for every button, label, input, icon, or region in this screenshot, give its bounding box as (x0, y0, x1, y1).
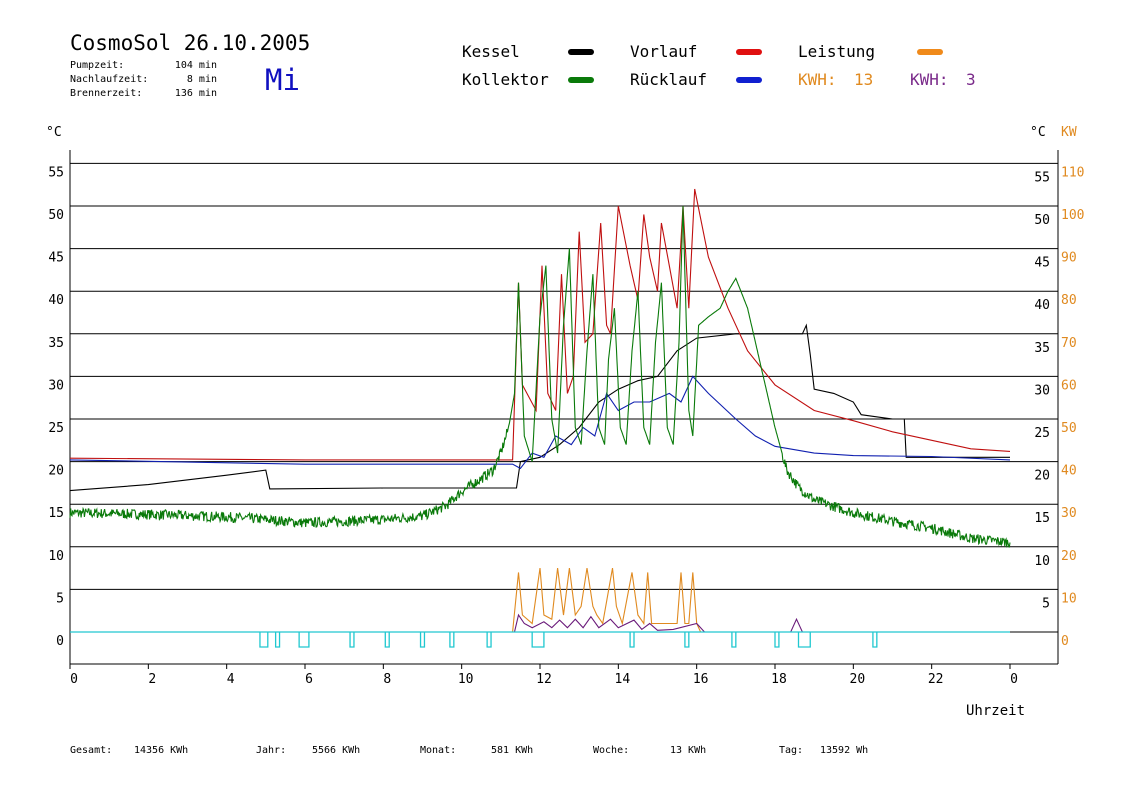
total-value: 581 KWh (491, 745, 533, 756)
y-tick-left: 55 (48, 165, 64, 180)
total-value: 14356 KWh (134, 745, 188, 756)
legend-label: Leistung (798, 42, 875, 61)
x-tick-label: 6 (305, 672, 313, 687)
y-tick-kw: 20 (1061, 549, 1077, 564)
total-label: Woche: (593, 745, 629, 756)
y-tick-right: 20 (1034, 469, 1050, 484)
y-tick-kw: 30 (1061, 506, 1077, 521)
chart-title: CosmoSol 26.10.2005 (70, 31, 310, 55)
y-tick-kw: 90 (1061, 251, 1077, 266)
series-r-cklauf (69, 375, 1011, 470)
y-tick-left: 35 (48, 336, 64, 351)
y-tick-right: 45 (1034, 256, 1050, 271)
x-tick-label: 2 (148, 672, 156, 687)
x-tick-label: 0 (70, 672, 78, 687)
y-tick-right: 50 (1034, 213, 1050, 228)
legend-label: Kollektor (462, 70, 549, 89)
right-kw-label: KW (1061, 125, 1077, 140)
y-tick-left: 40 (48, 293, 64, 308)
y-tick-left: 45 (48, 251, 64, 266)
y-tick-left: 20 (48, 464, 64, 479)
y-tick-kw: 80 (1061, 293, 1077, 308)
runtime-stats: Pumpzeit: 104 min Nachlaufzeit: 8 min Brenne… (70, 60, 217, 99)
legend: Kessel Kollektor Vorlauf Rücklauf Leistung KW… (462, 42, 976, 89)
y-tick-left: 50 (48, 208, 64, 223)
series-kollektor (69, 205, 1011, 548)
y-tick-kw: 40 (1061, 464, 1077, 479)
grid-lines (69, 150, 1059, 665)
y-tick-kw: 50 (1061, 421, 1077, 436)
y-tick-left: 15 (48, 506, 64, 521)
total-value: 5566 KWh (312, 745, 360, 756)
y-tick-kw: 0 (1061, 634, 1069, 649)
x-tick-label: 20 (850, 672, 866, 687)
stat-value: 104 min (175, 60, 217, 71)
series-kessel (69, 323, 1010, 492)
x-tick-label: 12 (536, 672, 552, 687)
stat-label: Nachlaufzeit: (70, 74, 148, 85)
y-tick-right: 25 (1034, 426, 1050, 441)
total-label: Monat: (420, 745, 456, 756)
left-unit-label: °C (46, 125, 62, 140)
series-leistung (512, 568, 1010, 633)
kwh-value: 3 (966, 70, 976, 89)
y-tick-left: 30 (48, 378, 64, 393)
y-tick-right: 35 (1034, 341, 1050, 356)
series-pumpe (70, 631, 1010, 648)
stat-label: Pumpzeit: (70, 60, 124, 71)
total-label: Tag: (779, 745, 803, 756)
y-tick-kw: 70 (1061, 336, 1077, 351)
legend-label: Rücklauf (630, 70, 707, 89)
y-tick-left: 0 (56, 634, 64, 649)
x-tick-label: 4 (227, 672, 235, 687)
series-leistung-2 (485, 613, 1010, 633)
total-value: 13 KWh (670, 745, 706, 756)
x-tick-label: 8 (383, 672, 391, 687)
kwh-label: KWH: (798, 70, 837, 89)
legend-label: Kessel (462, 42, 520, 61)
x-tick-label: 0 (1010, 672, 1018, 687)
stat-value: 136 min (175, 88, 217, 99)
y-tick-right: 15 (1034, 511, 1050, 526)
total-value: 13592 Wh (820, 745, 868, 756)
total-label: Jahr: (256, 745, 286, 756)
x-tick-label: 18 (771, 672, 787, 687)
y-tick-right: 30 (1034, 383, 1050, 398)
x-tick-label: 16 (693, 672, 709, 687)
y-tick-left: 25 (48, 421, 64, 436)
x-tick-label: 14 (615, 672, 631, 687)
total-label: Gesamt: (70, 745, 112, 756)
y-tick-kw: 60 (1061, 378, 1077, 393)
y-tick-kw: 10 (1061, 591, 1077, 606)
energy-totals: Gesamt: 14356 KWh Jahr: 5566 KWh Monat: 581 K… (70, 745, 868, 756)
y-tick-left: 5 (56, 591, 64, 606)
y-tick-kw: 110 (1061, 165, 1084, 180)
y-tick-right: 40 (1034, 298, 1050, 313)
kwh-label: KWH: (910, 70, 949, 89)
axis-ticks: 0510152025303540455055510152025303540455… (48, 165, 1084, 687)
legend-label: Vorlauf (630, 42, 697, 61)
y-tick-left: 10 (48, 549, 64, 564)
weekday-label: Mi (265, 63, 300, 97)
y-tick-right: 55 (1034, 170, 1050, 185)
x-axis-label: Uhrzeit (966, 703, 1025, 719)
stat-label: Brennerzeit: (70, 88, 142, 99)
stat-value: 8 min (187, 74, 217, 85)
series-lines (69, 188, 1011, 648)
kwh-value: 13 (854, 70, 873, 89)
right-unit-label: °C (1030, 125, 1046, 140)
y-tick-kw: 100 (1061, 208, 1084, 223)
x-tick-label: 22 (928, 672, 944, 687)
x-tick-label: 10 (458, 672, 474, 687)
y-tick-right: 5 (1042, 596, 1050, 611)
y-tick-right: 10 (1034, 554, 1050, 569)
